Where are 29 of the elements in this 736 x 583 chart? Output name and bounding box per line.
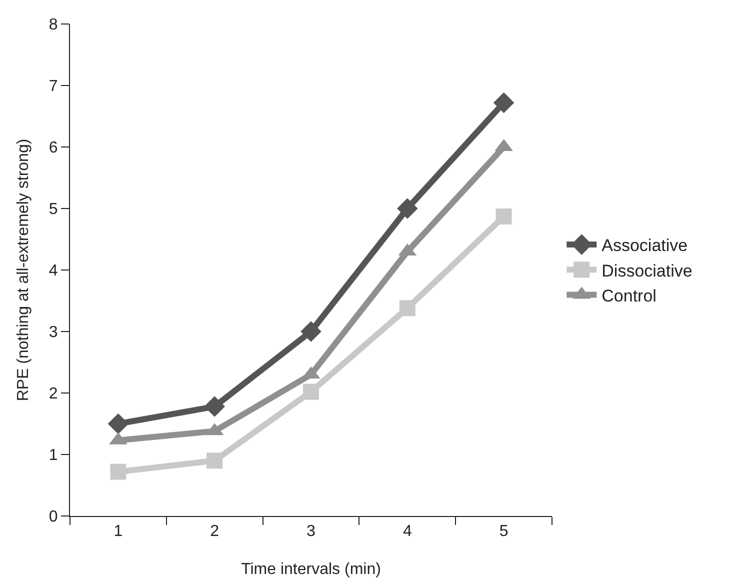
y-tick-label: 6 [48,140,58,157]
point [108,413,129,434]
y-axis-title: RPE (nothing at all-extremely strong) [15,138,32,402]
y-tick-label: 7 [48,78,58,96]
legend-label: Associative [602,236,688,256]
y-tick-label: 1 [48,447,58,464]
x-tick-label: 5 [499,523,508,540]
x-axis-title: Time intervals (min) [241,561,381,578]
y-tick-label: 0 [48,508,58,526]
x-tick-label: 4 [402,523,412,540]
point [397,198,418,219]
y-tick-label: 5 [48,201,58,218]
point [496,208,512,224]
y-tick-label: 4 [48,262,58,280]
x-tick-label: 2 [210,523,220,540]
y-tick-label: 2 [48,386,58,403]
point [206,452,223,469]
y-tick-label: 8 [48,16,58,34]
legend-label: Dissociative [602,261,692,280]
point [300,321,322,342]
point [399,300,416,316]
x-tick-label: 1 [114,523,123,540]
point [204,396,225,417]
y-tick-label: 3 [48,324,58,342]
x-tick-label: 3 [306,523,316,540]
point [110,464,126,480]
point [493,92,514,114]
legend-label: Control [602,286,656,306]
point [303,384,319,400]
